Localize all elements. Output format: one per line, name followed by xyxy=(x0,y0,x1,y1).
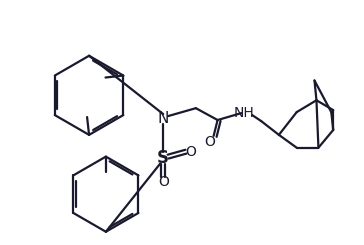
Text: NH: NH xyxy=(234,106,255,120)
Text: O: O xyxy=(186,145,196,159)
Text: O: O xyxy=(204,135,215,149)
Text: N: N xyxy=(158,110,169,125)
Text: S: S xyxy=(157,149,169,167)
Text: O: O xyxy=(158,175,169,189)
